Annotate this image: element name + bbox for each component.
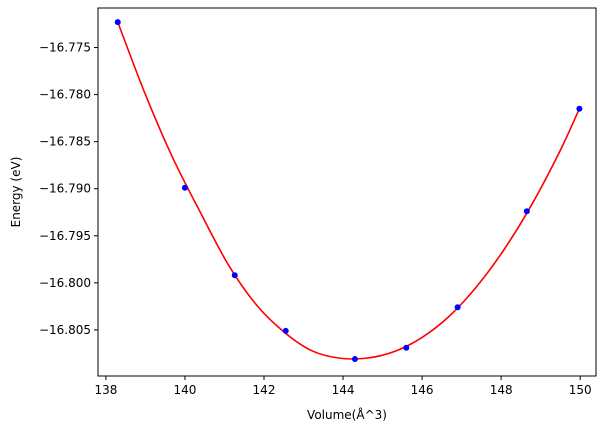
y-axis-label: Energy (eV) [9, 157, 23, 228]
x-axis: 138 140 142 144 146 148 150 [94, 376, 592, 397]
data-points-layer [114, 19, 583, 363]
data-point [403, 344, 410, 351]
data-point [454, 304, 461, 311]
y-tick-label: −16.780 [39, 88, 91, 102]
x-axis-label: Volume(Å^3) [307, 407, 387, 422]
data-point [523, 208, 530, 215]
x-tick-label: 146 [411, 383, 434, 397]
data-point [114, 19, 121, 26]
x-tick-label: 148 [490, 383, 513, 397]
fit-curve-layer [117, 21, 581, 360]
fit-curve-line [117, 21, 581, 360]
x-tick-label: 142 [253, 383, 276, 397]
y-axis: −16.805 −16.800 −16.795 −16.790 −16.785 −16.7… [39, 41, 98, 337]
data-point [181, 184, 188, 191]
y-tick-label: −16.805 [39, 323, 91, 337]
y-tick-label: −16.795 [39, 229, 91, 243]
y-tick-label: −16.800 [39, 276, 91, 290]
x-tick-label: 144 [332, 383, 355, 397]
y-tick-label: −16.775 [39, 41, 91, 55]
data-point [282, 327, 289, 334]
x-tick-label: 138 [94, 383, 117, 397]
data-point [576, 105, 583, 112]
plot-frame [97, 7, 597, 377]
x-tick-label: 140 [173, 383, 196, 397]
y-tick-label: −16.785 [39, 135, 91, 149]
x-tick-label: 150 [569, 383, 592, 397]
data-point [351, 356, 358, 363]
data-point [231, 272, 238, 279]
y-tick-label: −16.790 [39, 182, 91, 196]
